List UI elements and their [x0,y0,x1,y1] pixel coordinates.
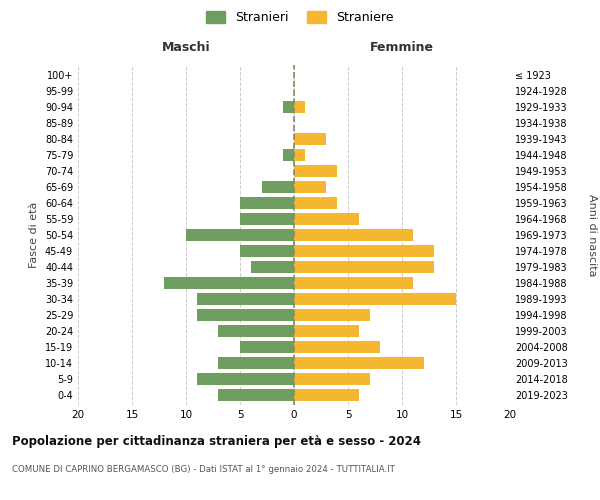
Bar [294,100,305,112]
Bar [197,293,294,305]
Bar [294,133,326,145]
Bar [240,197,294,209]
Bar [294,245,434,257]
Text: Femmine: Femmine [370,41,434,54]
Bar [197,374,294,386]
Bar [294,309,370,321]
Legend: Stranieri, Straniere: Stranieri, Straniere [202,6,398,29]
Bar [294,277,413,289]
Bar [283,149,294,161]
Bar [218,325,294,337]
Bar [294,341,380,353]
Bar [283,100,294,112]
Bar [294,390,359,402]
Bar [197,309,294,321]
Y-axis label: Fasce di età: Fasce di età [29,202,39,268]
Bar [240,341,294,353]
Bar [294,293,456,305]
Bar [240,245,294,257]
Bar [294,197,337,209]
Text: Maschi: Maschi [161,41,211,54]
Bar [294,229,413,241]
Y-axis label: Anni di nascita: Anni di nascita [587,194,597,276]
Bar [294,213,359,225]
Bar [294,261,434,273]
Bar [294,181,326,193]
Bar [164,277,294,289]
Bar [294,325,359,337]
Text: Popolazione per cittadinanza straniera per età e sesso - 2024: Popolazione per cittadinanza straniera p… [12,435,421,448]
Bar [186,229,294,241]
Bar [240,213,294,225]
Text: COMUNE DI CAPRINO BERGAMASCO (BG) - Dati ISTAT al 1° gennaio 2024 - TUTTITALIA.I: COMUNE DI CAPRINO BERGAMASCO (BG) - Dati… [12,465,395,474]
Bar [218,358,294,370]
Bar [218,390,294,402]
Bar [294,149,305,161]
Bar [294,358,424,370]
Bar [251,261,294,273]
Bar [262,181,294,193]
Bar [294,165,337,177]
Bar [294,374,370,386]
